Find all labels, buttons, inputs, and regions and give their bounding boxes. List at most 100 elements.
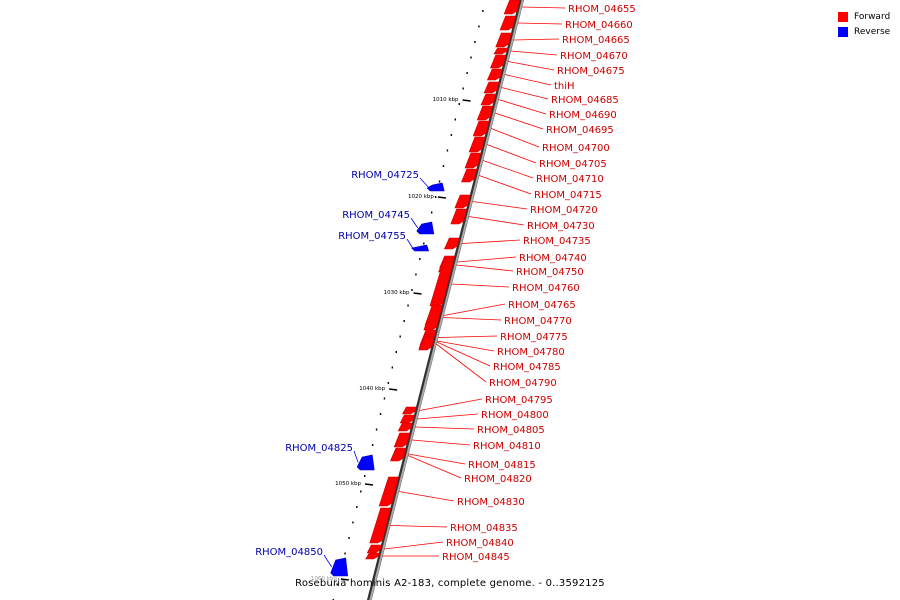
forward-leader bbox=[494, 112, 544, 130]
reverse-leader bbox=[410, 217, 419, 229]
forward-leader bbox=[517, 22, 563, 25]
forward-gene-label: thiH bbox=[554, 81, 575, 92]
forward-leader bbox=[451, 283, 510, 288]
forward-gene bbox=[472, 120, 490, 137]
forward-leader bbox=[501, 87, 549, 100]
forward-leader bbox=[486, 144, 537, 164]
forward-gene-label: RHOM_04805 bbox=[477, 425, 545, 436]
forward-leader bbox=[498, 99, 547, 115]
forward-gene-label: RHOM_04840 bbox=[446, 538, 514, 549]
forward-gene-label: RHOM_04690 bbox=[549, 110, 617, 121]
forward-gene-label: RHOM_04730 bbox=[527, 221, 595, 232]
forward-gene bbox=[489, 54, 507, 69]
forward-gene-label: RHOM_04695 bbox=[546, 125, 614, 136]
forward-gene-label: RHOM_04720 bbox=[530, 205, 598, 216]
forward-gene-label: RHOM_04770 bbox=[504, 316, 572, 327]
forward-leader bbox=[415, 426, 475, 430]
reverse-gene bbox=[426, 182, 445, 192]
tick-mark bbox=[437, 196, 447, 199]
forward-gene-label: RHOM_04785 bbox=[493, 362, 561, 373]
forward-gene bbox=[423, 304, 443, 331]
forward-gene-label: RHOM_04760 bbox=[512, 283, 580, 294]
legend-item-reverse: Reverse bbox=[838, 24, 890, 39]
forward-gene bbox=[393, 432, 411, 448]
forward-gene bbox=[503, 0, 521, 15]
track-dot bbox=[399, 335, 401, 338]
reverse-leader bbox=[323, 554, 333, 568]
track-dot bbox=[454, 118, 457, 121]
track-dot bbox=[442, 165, 445, 167]
reverse-genes: RHOM_04725 RHOM_04745 RHOM_04755 RHOM_04825… bbox=[255, 170, 445, 577]
track-dot bbox=[371, 444, 374, 446]
forward-leader bbox=[456, 264, 514, 272]
forward-leader bbox=[411, 439, 471, 446]
track-dot bbox=[379, 413, 382, 415]
forward-leader bbox=[508, 61, 555, 71]
forward-leader bbox=[443, 303, 506, 316]
forward-gene-label: RHOM_04810 bbox=[473, 441, 541, 452]
forward-leader bbox=[408, 453, 466, 465]
forward-leader bbox=[384, 541, 444, 550]
tick-label: 1060 kbp bbox=[311, 576, 337, 582]
forward-gene bbox=[399, 414, 415, 424]
reverse-gene-label: RHOM_04850 bbox=[255, 547, 323, 558]
forward-gene-label: RHOM_04765 bbox=[508, 300, 576, 311]
track-dot bbox=[364, 475, 366, 477]
forward-leader bbox=[461, 239, 521, 244]
forward-gene-label: RHOM_04700 bbox=[542, 143, 610, 154]
forward-gene bbox=[366, 544, 382, 554]
track-dot bbox=[458, 103, 460, 105]
track-dot bbox=[446, 149, 449, 152]
track-dot bbox=[466, 72, 468, 74]
track-dot bbox=[387, 382, 390, 384]
reverse-gene-label: RHOM_04745 bbox=[342, 210, 410, 221]
forward-gene-label: RHOM_04675 bbox=[557, 66, 625, 77]
forward-gene-label: RHOM_04845 bbox=[442, 552, 510, 563]
forward-leader bbox=[490, 128, 540, 148]
genome-caption: Roseburia hominis A2-183, complete genom… bbox=[295, 578, 605, 589]
track-dot bbox=[403, 320, 405, 322]
genome-axis bbox=[366, 0, 525, 600]
track-dot bbox=[478, 25, 480, 28]
forward-gene bbox=[454, 194, 471, 209]
track-dot bbox=[348, 537, 350, 539]
forward-gene-label: RHOM_04655 bbox=[568, 4, 636, 15]
reverse-gene-label: RHOM_04725 bbox=[351, 170, 419, 181]
tick-label: 1030 kbp bbox=[384, 290, 410, 296]
kbp-ticks: 1010 kbp 1020 kbp 1030 kbp 1040 kbp 1050 kbp… bbox=[311, 97, 471, 582]
forward-leader bbox=[478, 175, 532, 195]
forward-leader bbox=[513, 38, 560, 41]
forward-gene-label: RHOM_04790 bbox=[489, 378, 557, 389]
forward-gene-label: RHOM_04750 bbox=[516, 267, 584, 278]
forward-gene bbox=[468, 136, 486, 153]
forward-gene bbox=[429, 261, 454, 307]
forward-gene-label: RHOM_04705 bbox=[539, 159, 607, 170]
forward-gene-label: RHOM_04685 bbox=[551, 95, 619, 106]
forward-leader bbox=[419, 398, 483, 411]
forward-gene-label: RHOM_04670 bbox=[560, 51, 628, 62]
forward-swatch bbox=[838, 11, 848, 22]
reverse-gene bbox=[356, 454, 375, 471]
forward-gene-label: RHOM_04800 bbox=[481, 410, 549, 421]
track-dot bbox=[391, 366, 394, 369]
forward-gene bbox=[450, 208, 467, 225]
forward-gene bbox=[418, 337, 435, 351]
forward-gene-label: RHOM_04815 bbox=[468, 460, 536, 471]
track-dot bbox=[434, 196, 437, 198]
track-dot bbox=[336, 583, 338, 586]
forward-leader bbox=[417, 413, 479, 420]
forward-gene-label: RHOM_04820 bbox=[464, 474, 532, 485]
forward-gene-label: RHOM_04660 bbox=[565, 20, 633, 31]
forward-leader bbox=[472, 201, 528, 210]
forward-leader bbox=[390, 525, 448, 528]
track-dot bbox=[474, 41, 476, 43]
tick-mark bbox=[340, 578, 349, 581]
track-dot bbox=[419, 258, 421, 260]
forward-gene bbox=[483, 81, 500, 94]
forward-gene-label: RHOM_04710 bbox=[536, 174, 604, 185]
forward-gene bbox=[397, 422, 413, 432]
tick-label: 1020 kbp bbox=[408, 194, 434, 200]
legend-label-forward: Forward bbox=[854, 11, 891, 22]
forward-gene-label: RHOM_04830 bbox=[457, 497, 525, 508]
legend: Forward Reverse bbox=[838, 9, 890, 39]
